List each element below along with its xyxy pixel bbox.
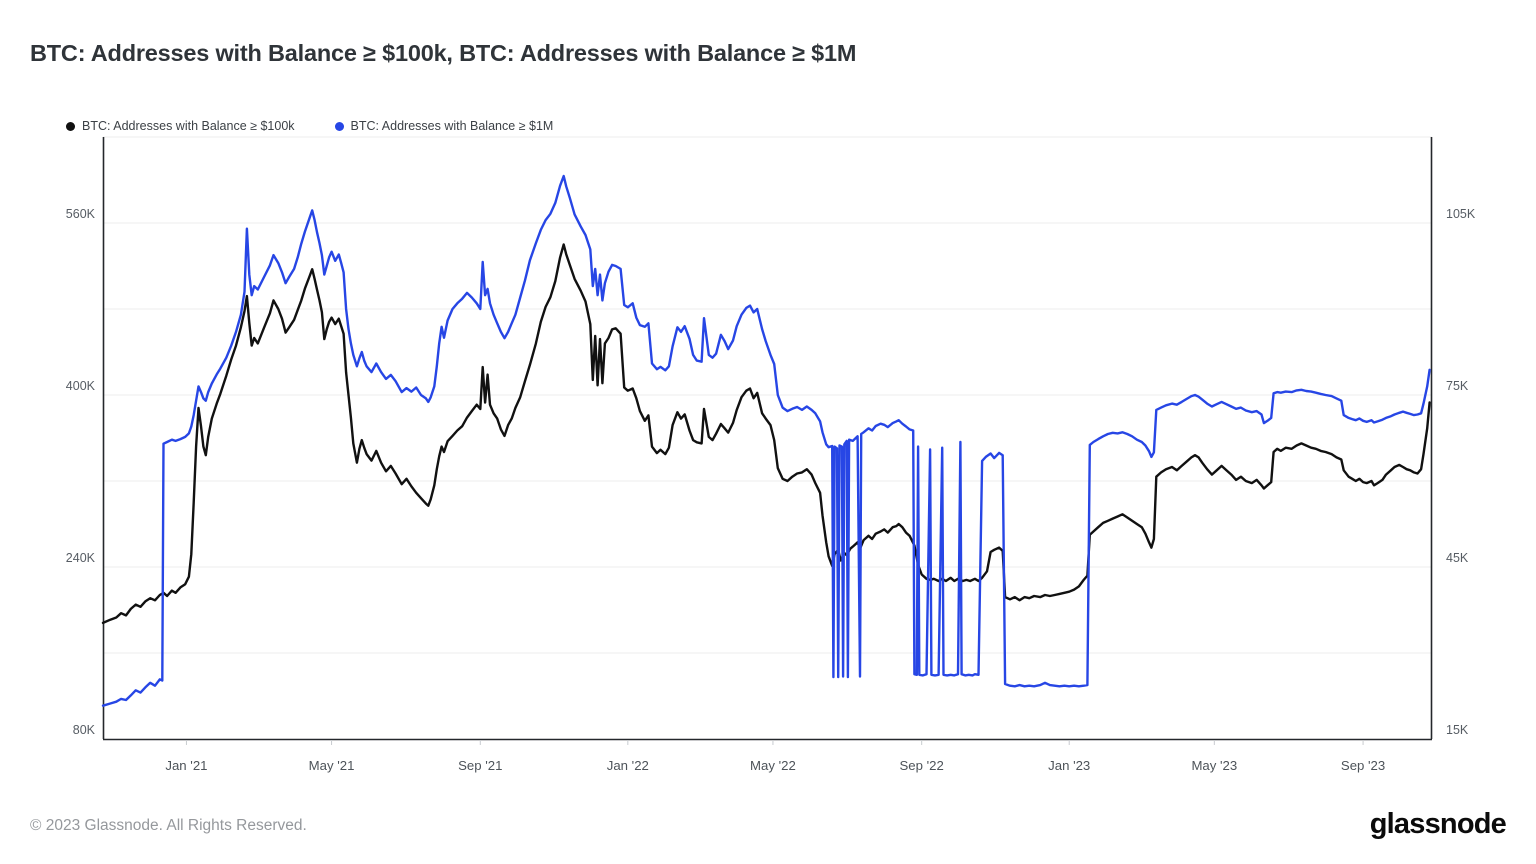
x-axis-tick-label: May '22 bbox=[750, 758, 796, 773]
x-axis-tick-label: May '21 bbox=[309, 758, 355, 773]
x-axis-tick-label: Sep '21 bbox=[458, 758, 502, 773]
y-axis-left-tick-label: 560K bbox=[66, 207, 96, 221]
x-axis-tick-label: May '23 bbox=[1191, 758, 1237, 773]
y-axis-left-tick-label: 240K bbox=[66, 551, 96, 565]
page-title: BTC: Addresses with Balance ≥ $100k, BTC… bbox=[30, 40, 857, 66]
y-axis-right-tick-label: 105K bbox=[1446, 207, 1476, 221]
glassnode-logo: glassnode bbox=[1369, 808, 1507, 840]
x-axis-tick-label: Jan '22 bbox=[607, 758, 649, 773]
legend-dot-icon bbox=[66, 121, 75, 131]
series-1m-line bbox=[101, 174, 1431, 707]
y-axis-right-tick-label: 45K bbox=[1446, 551, 1469, 565]
legend-dot-icon bbox=[334, 121, 344, 131]
x-axis-tick-label: Sep '22 bbox=[900, 758, 944, 773]
legend-item-100k[interactable]: BTC: Addresses with Balance ≥ $100k bbox=[66, 119, 295, 133]
series-100k-line bbox=[101, 243, 1431, 625]
legend-item-label: BTC: Addresses with Balance ≥ $1M bbox=[350, 119, 554, 133]
copyright-text: © 2023 Glassnode. All Rights Reserved. bbox=[30, 817, 307, 834]
x-axis-tick-label: Sep '23 bbox=[1341, 758, 1385, 773]
y-axis-right-tick-label: 75K bbox=[1446, 379, 1469, 393]
legend: BTC: Addresses with Balance ≥ $100k BTC: … bbox=[66, 119, 553, 133]
x-axis-tick-label: Jan '21 bbox=[165, 758, 207, 773]
legend-item-label: BTC: Addresses with Balance ≥ $100k bbox=[82, 119, 295, 133]
legend-item-1m[interactable]: BTC: Addresses with Balance ≥ $1M bbox=[334, 119, 554, 133]
y-axis-left-tick-label: 400K bbox=[66, 379, 96, 393]
y-axis-right-tick-label: 15K bbox=[1446, 723, 1469, 737]
plot-area[interactable] bbox=[103, 137, 1432, 739]
y-axis-left-tick-label: 80K bbox=[73, 723, 96, 737]
x-axis-tick-label: Jan '23 bbox=[1048, 758, 1090, 773]
